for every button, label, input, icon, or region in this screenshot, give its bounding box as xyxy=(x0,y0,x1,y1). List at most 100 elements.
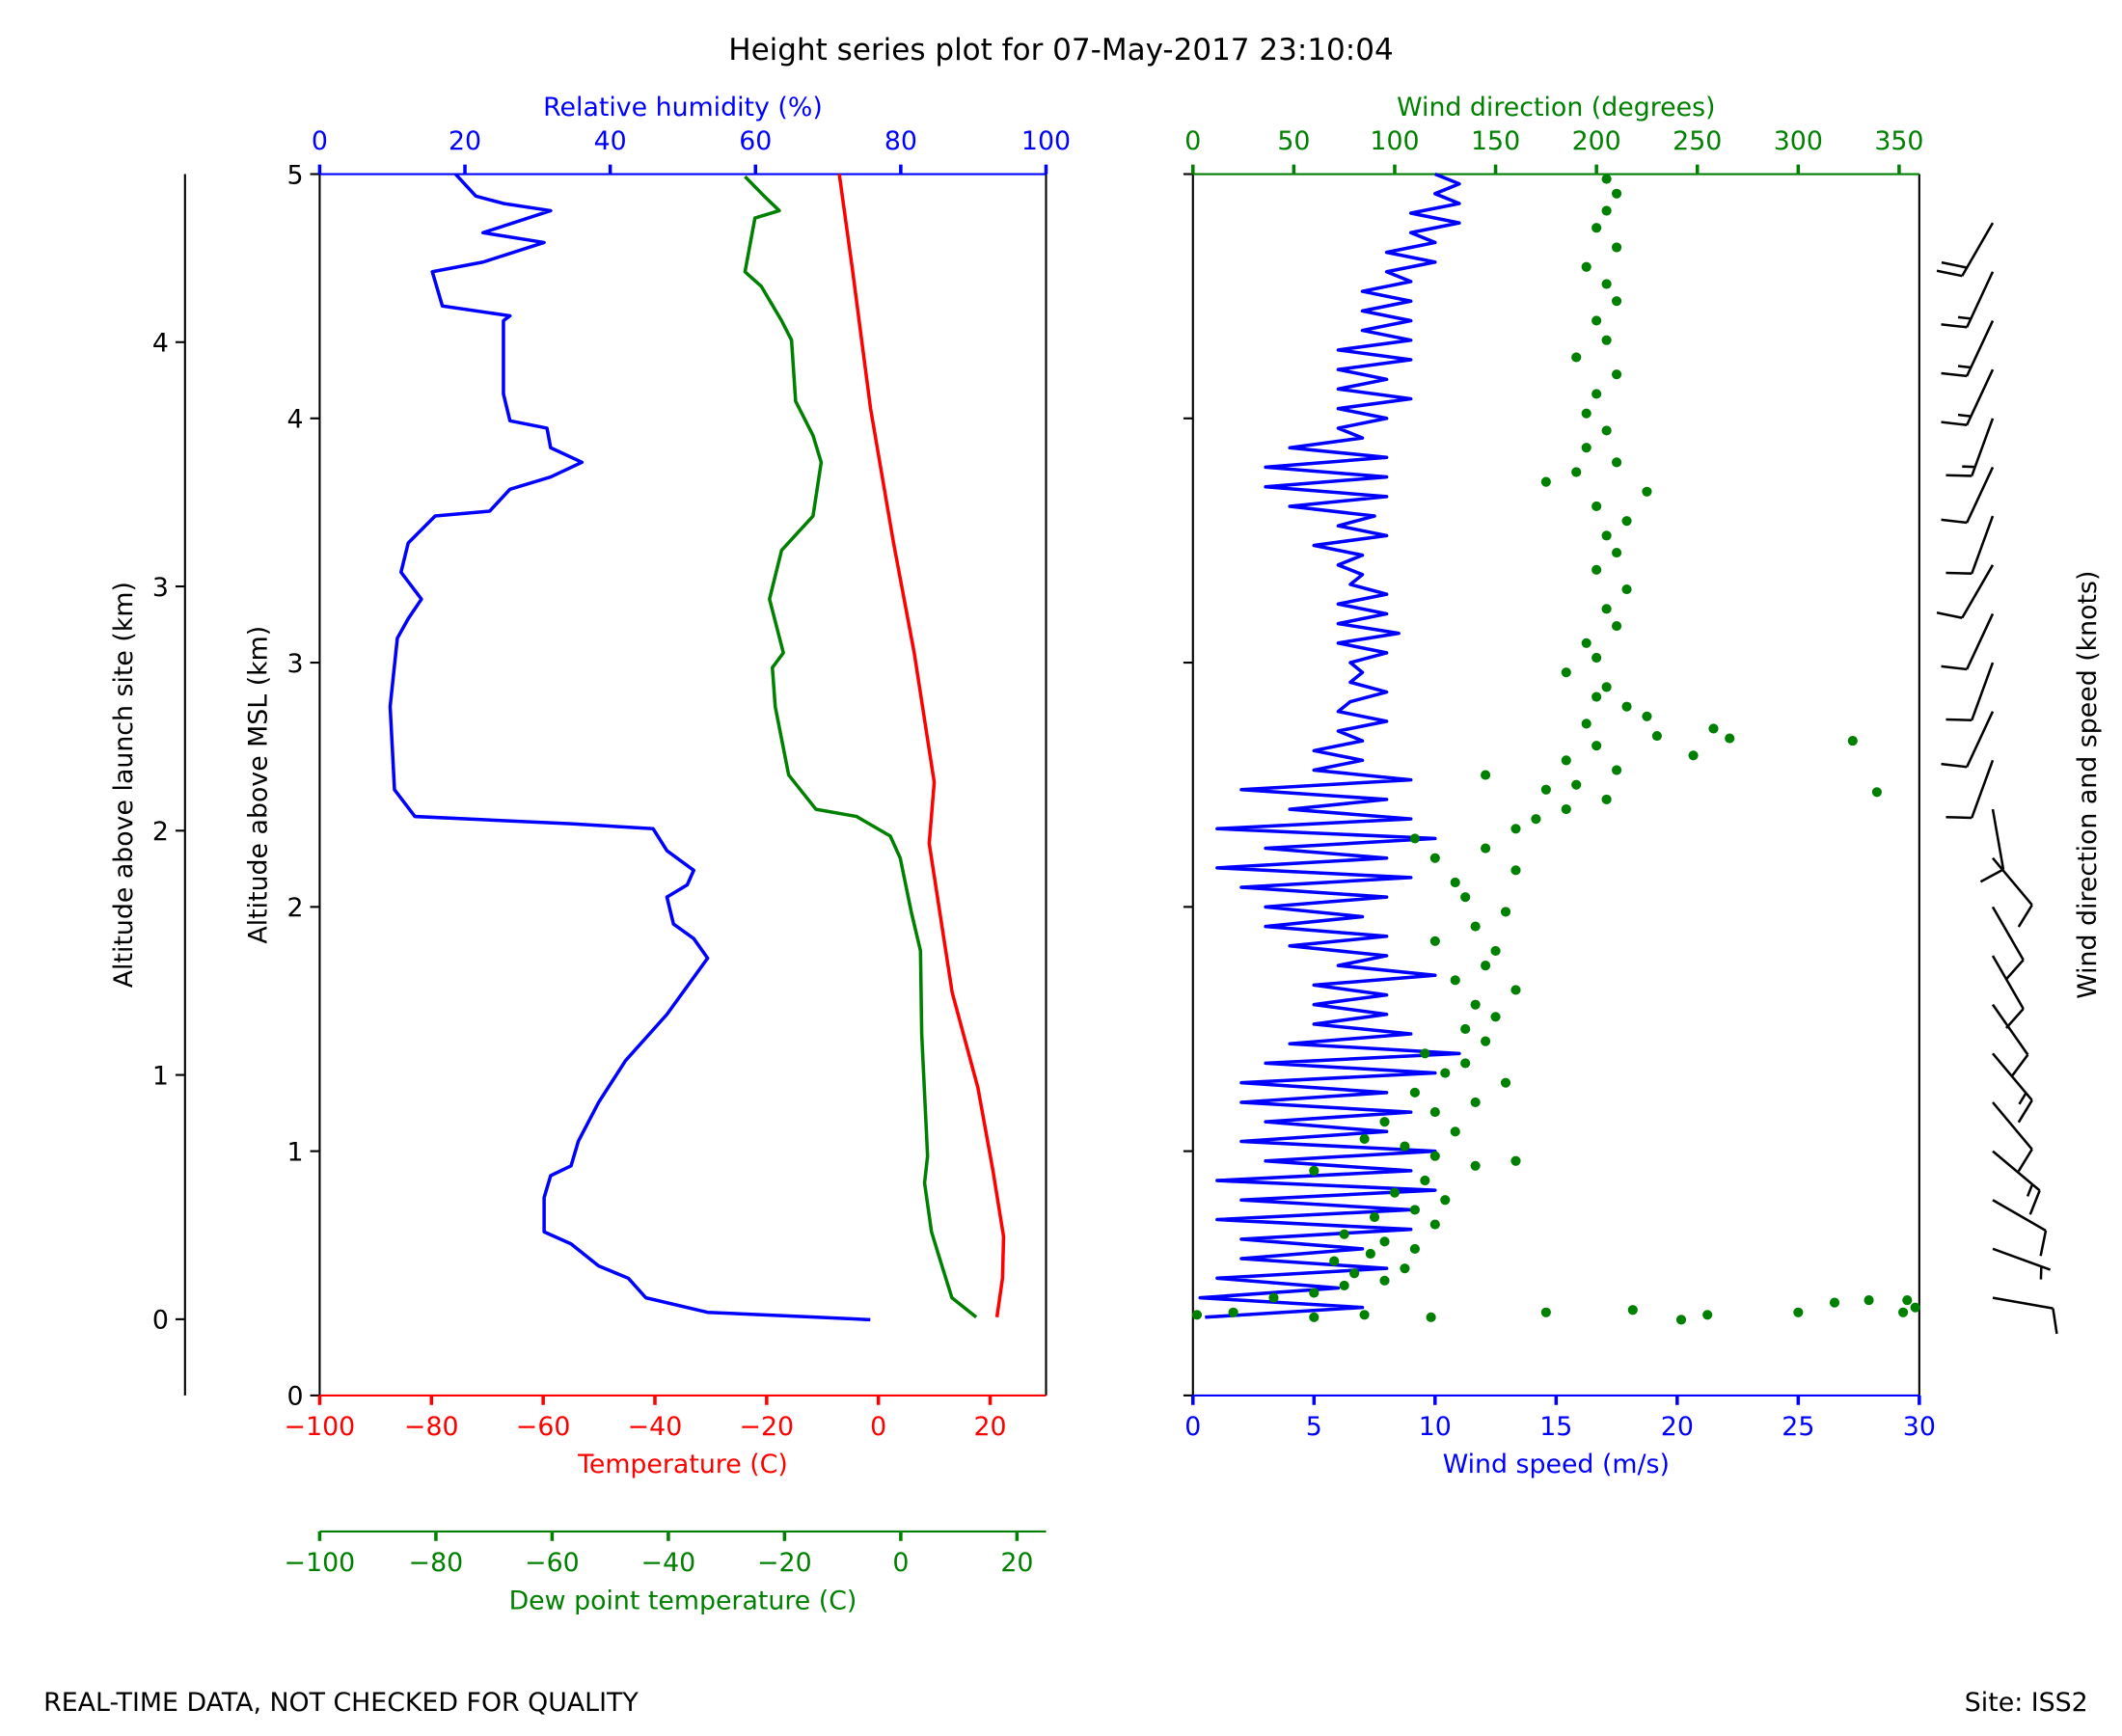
x-tick-label: 250 xyxy=(1673,126,1722,156)
wind-direction-point xyxy=(1561,803,1571,815)
wind-direction-point xyxy=(1675,1315,1687,1325)
launch-tick-label: 4 xyxy=(152,329,169,359)
wind-direction-point xyxy=(1510,985,1521,995)
wind-direction-point xyxy=(1540,1307,1551,1317)
y-tick-label: 3 xyxy=(286,649,303,679)
wind-direction-point xyxy=(1627,1305,1638,1316)
barb-shape xyxy=(1945,759,1995,820)
wind-direction-point xyxy=(1601,205,1612,216)
wind-direction-point xyxy=(1898,1307,1909,1317)
wind-direction-point xyxy=(1349,1268,1360,1279)
wind-direction-point xyxy=(1470,921,1481,932)
wind-direction-point xyxy=(1601,682,1612,692)
barb-shape xyxy=(1941,368,1995,426)
figure-title: Height series plot for 07-May-2017 23:10… xyxy=(728,33,1393,68)
wind-barb xyxy=(1992,1247,2052,1280)
wind-barb xyxy=(1936,564,1995,619)
wind-direction-point xyxy=(1611,765,1622,775)
wind-direction-point xyxy=(1490,1012,1501,1022)
wind-direction-point xyxy=(1450,1126,1460,1137)
wind-direction-point xyxy=(1450,975,1460,986)
wind-direction-point xyxy=(1702,1310,1713,1320)
wind-direction-point xyxy=(1601,794,1612,804)
x-axis-label: Relative humidity (%) xyxy=(543,93,823,122)
x-tick-label: 80 xyxy=(884,126,917,156)
wind-direction-point xyxy=(1601,335,1612,345)
barb-shape xyxy=(1941,612,1995,671)
wind-barb xyxy=(1991,906,2025,981)
wind-direction-point xyxy=(1460,1058,1471,1069)
wind-barb xyxy=(1941,271,1995,329)
barb-shape xyxy=(1945,418,1995,477)
wind-direction-point xyxy=(1481,843,1491,854)
wind-direction-point xyxy=(1611,369,1622,380)
wind-direction-point xyxy=(1510,824,1521,834)
wind-direction-point xyxy=(1339,1229,1349,1239)
wind-direction-point xyxy=(1409,1205,1420,1215)
wind-direction-point xyxy=(1611,457,1622,468)
y-tick-label: 4 xyxy=(286,405,303,435)
x-tick-label: 0 xyxy=(892,1548,909,1578)
wind-barb xyxy=(1992,1199,2048,1257)
wind-direction-point xyxy=(1642,486,1652,497)
wind-direction-point xyxy=(1369,1211,1380,1223)
wind-direction-point xyxy=(1864,1295,1874,1306)
wind-direction-point xyxy=(1481,961,1491,971)
wind-direction-point xyxy=(1902,1295,1913,1306)
barb-shape xyxy=(1992,1052,2033,1124)
wind-barb xyxy=(1936,222,1995,278)
barb-shape xyxy=(1979,808,2005,883)
wind-direction-point xyxy=(1440,1068,1451,1078)
barb-shape xyxy=(1941,711,1995,769)
wind-direction-point xyxy=(1611,620,1622,632)
wind-direction-point xyxy=(1571,352,1582,363)
wind-direction-point xyxy=(1510,865,1521,876)
barb-shape xyxy=(1936,564,1995,619)
wind-direction-point xyxy=(1642,711,1652,721)
x-tick-label: 300 xyxy=(1774,126,1823,156)
barb-shape xyxy=(1992,1247,2052,1280)
wind-direction-point xyxy=(1611,296,1622,307)
wind-direction-point xyxy=(1460,1023,1471,1035)
y-axis-label: Altitude above MSL (km) xyxy=(243,626,273,944)
wind-direction-point xyxy=(1429,853,1440,863)
wind-direction-point xyxy=(1365,1248,1375,1260)
wind-direction-point xyxy=(1611,242,1622,253)
wind-direction-point xyxy=(1440,1195,1451,1206)
x-tick-label: 20 xyxy=(974,1412,1007,1442)
x-tick-label: 20 xyxy=(1661,1412,1694,1442)
profile-line xyxy=(388,173,871,1322)
wind-direction-point xyxy=(1601,279,1612,289)
x-tick-label: 60 xyxy=(739,126,772,156)
barb-axis-label: Wind direction and speed (knots) xyxy=(2073,571,2103,999)
barb-shape xyxy=(1945,515,1995,575)
y-tick-label: 0 xyxy=(286,1382,303,1412)
barb-shape xyxy=(1992,1101,2033,1173)
x-tick-label: 20 xyxy=(449,126,481,156)
wind-direction-point xyxy=(1470,1097,1481,1108)
profile-line xyxy=(743,175,978,1319)
wind-direction-point xyxy=(1592,389,1602,399)
wind-direction-point xyxy=(1460,892,1471,903)
wind-direction-point xyxy=(1581,443,1592,453)
wind-direction-point xyxy=(1592,564,1602,575)
wind-direction-point xyxy=(1470,1160,1481,1171)
wind-direction-point xyxy=(1621,583,1632,595)
x-tick-label: −80 xyxy=(404,1412,459,1442)
y-tick-label: 5 xyxy=(286,160,303,190)
barb-shape xyxy=(1941,466,1995,525)
wind-direction-point xyxy=(1481,1036,1491,1046)
launch-tick-label: 2 xyxy=(152,817,169,847)
barb-shape xyxy=(1991,955,2025,1029)
launch-axis-label: Altitude above launch site (km) xyxy=(109,582,139,988)
y-tick-label: 2 xyxy=(286,893,303,923)
wind-direction-point xyxy=(1601,425,1612,436)
quality-note: REAL-TIME DATA, NOT CHECKED FOR QUALITY xyxy=(43,1688,639,1718)
wind-direction-point xyxy=(1540,784,1551,795)
x-axis-label: Wind direction (degrees) xyxy=(1397,93,1715,122)
wind-direction-point xyxy=(1611,188,1622,199)
wind-direction-point xyxy=(1481,770,1491,780)
x-tick-label: 350 xyxy=(1874,126,1923,156)
wind-direction-point xyxy=(1592,223,1602,233)
